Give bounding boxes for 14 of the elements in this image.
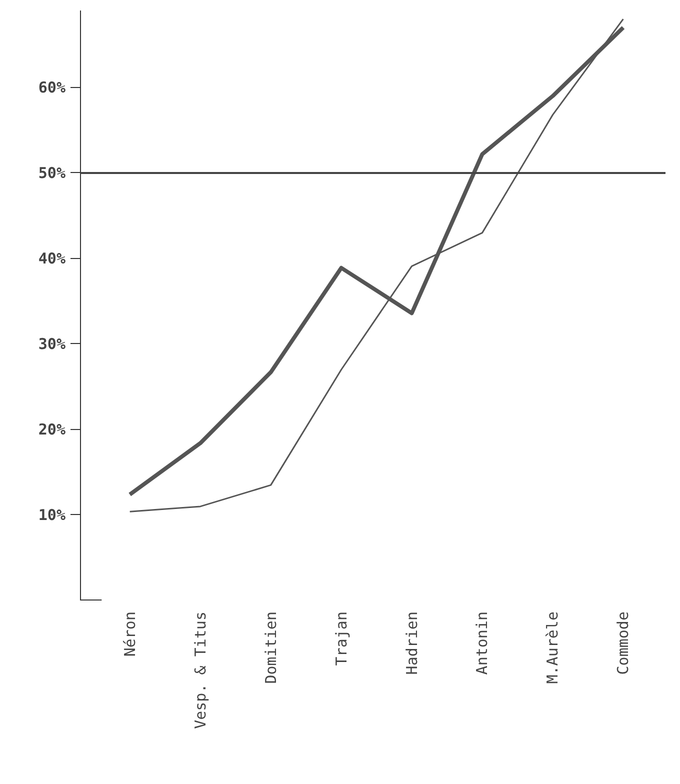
y-tick-label: 10% xyxy=(38,506,66,524)
y-tick-label: 40% xyxy=(38,249,66,268)
x-tick-label: Hadrien xyxy=(402,611,421,675)
x-tick-label: Antonin xyxy=(473,611,492,675)
y-tick-label: 50% xyxy=(38,164,66,182)
x-tick-label: Commode xyxy=(614,611,632,675)
y-tick-label: 20% xyxy=(38,420,66,438)
x-tick-label: Néron xyxy=(120,611,139,657)
x-tick-label: Trajan xyxy=(332,611,350,666)
x-tick-label: Domitien xyxy=(262,611,280,684)
y-tick-label: 30% xyxy=(38,334,66,353)
y-tick-label: 60% xyxy=(38,78,66,96)
x-tick-label: M.Aurèle xyxy=(544,611,562,684)
x-tick-label: Vesp. & Titus xyxy=(191,611,210,729)
